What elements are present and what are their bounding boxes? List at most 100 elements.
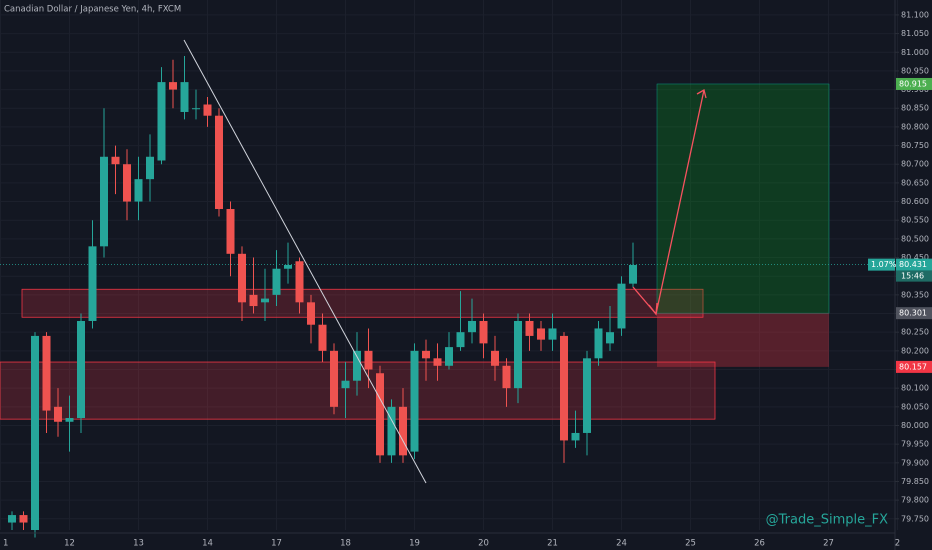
y-tick-label: 80.200 bbox=[901, 346, 929, 355]
candle-body bbox=[353, 350, 361, 381]
entry-label-box bbox=[896, 307, 932, 320]
y-tick-label: 79.800 bbox=[901, 496, 929, 505]
y-tick-label: 80.050 bbox=[901, 402, 929, 411]
candle-body bbox=[100, 156, 108, 247]
candle-body bbox=[387, 406, 396, 456]
x-tick-label: 12 bbox=[64, 539, 75, 549]
countdown: 15:46 bbox=[901, 272, 924, 281]
candle-body bbox=[410, 350, 419, 452]
watermark: @Trade_Simple_FX bbox=[766, 513, 888, 528]
candle-body bbox=[215, 115, 223, 210]
change-box bbox=[868, 258, 895, 271]
y-tick-label: 80.750 bbox=[901, 141, 929, 150]
last-price-label: 80.431 bbox=[899, 260, 927, 269]
y-tick-label: 80.950 bbox=[901, 66, 929, 75]
target-area bbox=[656, 83, 830, 314]
target-label: 80.915 bbox=[899, 79, 927, 88]
y-tick-label: 80.600 bbox=[901, 197, 929, 206]
y-tick-label: 80.650 bbox=[901, 178, 929, 187]
candle-body bbox=[594, 328, 603, 359]
candle-body bbox=[77, 320, 85, 419]
y-tick-label: 80.500 bbox=[901, 234, 929, 243]
candle-body bbox=[364, 350, 373, 370]
entry-label: 80.301 bbox=[899, 309, 927, 318]
candle-body bbox=[617, 283, 626, 329]
candle-body bbox=[54, 406, 62, 422]
candle-body bbox=[134, 179, 143, 202]
candle-body bbox=[376, 373, 384, 456]
y-tick-label: 81.000 bbox=[901, 48, 929, 57]
candle-body bbox=[445, 347, 453, 366]
y-tick-label: 79.850 bbox=[901, 477, 929, 486]
candle-body bbox=[479, 320, 488, 344]
candle-body bbox=[42, 335, 51, 411]
candle-body bbox=[307, 302, 315, 325]
candle-body bbox=[249, 294, 258, 307]
candle-body bbox=[31, 335, 39, 530]
y-tick-label: 79.900 bbox=[901, 458, 929, 467]
x-tick-label: 19 bbox=[409, 539, 420, 549]
x-tick-label: 27 bbox=[823, 539, 834, 549]
y-tick-label: 79.750 bbox=[901, 514, 929, 523]
candle-body bbox=[295, 261, 304, 303]
candle-body bbox=[399, 406, 407, 456]
candle-body bbox=[341, 380, 350, 389]
x-tick-label: 20 bbox=[478, 539, 489, 549]
candle-body bbox=[157, 82, 166, 161]
candle-body bbox=[583, 358, 591, 433]
candle-body bbox=[502, 365, 511, 389]
candle-body bbox=[169, 82, 177, 90]
y-tick-label: 81.100 bbox=[901, 10, 929, 19]
y-tick-label: 80.350 bbox=[901, 290, 929, 299]
x-tick-label: 18 bbox=[340, 539, 351, 549]
x-tick-label: 2 bbox=[895, 539, 900, 549]
trend-line bbox=[183, 39, 427, 484]
stop-area bbox=[657, 313, 829, 367]
y-tick-label: 79.950 bbox=[901, 440, 929, 449]
candle-body bbox=[525, 320, 534, 336]
candle-body bbox=[146, 156, 154, 180]
candle-body bbox=[272, 268, 281, 295]
y-tick-label: 80.450 bbox=[901, 253, 929, 262]
x-tick-label: 21 bbox=[547, 539, 558, 549]
candle-body bbox=[203, 104, 212, 116]
candle-body bbox=[422, 350, 430, 359]
candle-body bbox=[180, 82, 189, 112]
candle-body bbox=[284, 265, 292, 269]
target-label-box bbox=[896, 77, 932, 90]
candle-body bbox=[548, 328, 557, 340]
candle-body bbox=[537, 328, 545, 340]
y-tick-label: 81.050 bbox=[901, 29, 929, 38]
candle-body bbox=[606, 332, 614, 344]
y-tick-label: 80.100 bbox=[901, 384, 929, 393]
last-price-label-box bbox=[896, 258, 932, 271]
candle-body bbox=[238, 253, 246, 303]
zone bbox=[21, 288, 704, 318]
candle-body bbox=[65, 418, 74, 422]
candle-body bbox=[468, 320, 476, 333]
candle-body bbox=[514, 320, 522, 389]
candle-body bbox=[226, 209, 235, 254]
x-tick-label: 1 bbox=[3, 539, 8, 549]
candle-body bbox=[433, 358, 442, 366]
y-tick-label: 80.550 bbox=[901, 216, 929, 225]
candle-body bbox=[8, 515, 16, 523]
arrow-head bbox=[648, 302, 658, 316]
y-tick-label: 80.250 bbox=[901, 328, 929, 337]
candle-body bbox=[560, 335, 568, 441]
candle-body bbox=[318, 324, 327, 351]
candle-body bbox=[111, 156, 120, 165]
candle-body bbox=[629, 265, 637, 284]
change-label: 1.07% bbox=[871, 260, 897, 269]
x-tick-label: 13 bbox=[133, 539, 144, 549]
candle-body bbox=[491, 350, 499, 366]
arrow-head bbox=[696, 89, 707, 99]
chart-title: Canadian Dollar / Japanese Yen, 4h, FXCM bbox=[4, 5, 181, 15]
x-tick-label: 26 bbox=[754, 539, 765, 549]
x-tick-label: 25 bbox=[685, 539, 696, 549]
x-tick-label: 17 bbox=[271, 539, 282, 549]
candle-body bbox=[456, 332, 465, 348]
